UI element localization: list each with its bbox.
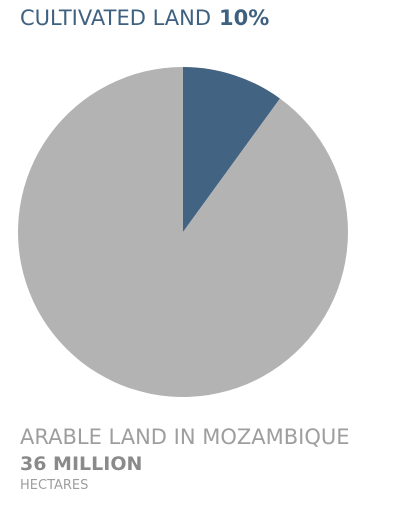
arable-land-title: ARABLE LAND IN MOZAMBIQUE <box>20 425 350 449</box>
cultivated-land-heading: CULTIVATED LAND 10% <box>20 6 269 30</box>
cultivated-land-percent: 10% <box>219 6 270 30</box>
slice-cultivated-land <box>183 67 280 232</box>
slice-remaining-arable-land <box>17 67 348 397</box>
cultivated-land-label: CULTIVATED LAND <box>20 6 211 30</box>
arable-land-unit: HECTARES <box>20 478 89 493</box>
arable-land-value: 36 MILLION <box>20 453 143 475</box>
arable-land-caption: ARABLE LAND IN MOZAMBIQUE 36 MILLION HEC… <box>20 424 350 494</box>
